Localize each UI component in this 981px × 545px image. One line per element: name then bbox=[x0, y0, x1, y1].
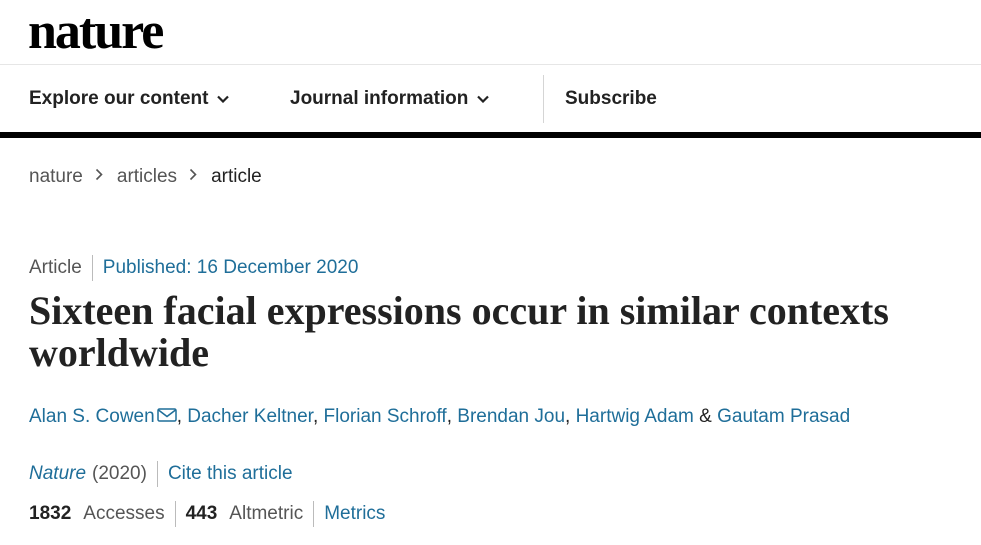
metrics-link[interactable]: Metrics bbox=[324, 503, 386, 524]
author-list: Alan S. Cowen, Dacher Keltner, Florian S… bbox=[29, 406, 850, 428]
citation-row: Nature (2020) Cite this article bbox=[29, 461, 293, 487]
author-separator: , bbox=[312, 406, 324, 427]
article-type: Article bbox=[29, 257, 82, 278]
altmetric-label: Altmetric bbox=[229, 503, 304, 524]
subscribe-link[interactable]: Subscribe bbox=[565, 88, 657, 109]
chevron-right-icon bbox=[189, 168, 197, 181]
accesses-count: 1832 bbox=[29, 503, 72, 524]
article-meta: Article Published: 16 December 2020 bbox=[29, 255, 358, 281]
chevron-down-icon bbox=[217, 95, 230, 103]
journal-name[interactable]: Nature bbox=[29, 463, 87, 484]
envelope-icon[interactable] bbox=[156, 407, 177, 429]
header-bar bbox=[0, 132, 981, 138]
nature-logo[interactable]: nature bbox=[28, 3, 164, 60]
published-date: Published: 16 December 2020 bbox=[102, 257, 359, 278]
breadcrumb: nature articles article bbox=[29, 166, 262, 188]
metrics-divider bbox=[174, 501, 176, 527]
cite-this-article-link[interactable]: Cite this article bbox=[167, 463, 293, 484]
citation-divider bbox=[156, 461, 158, 487]
accesses-label: Accesses bbox=[83, 503, 165, 524]
metrics-divider bbox=[313, 501, 315, 527]
author-link[interactable]: Dacher Keltner bbox=[187, 406, 313, 427]
altmetric-score: 443 bbox=[185, 503, 218, 524]
header-divider bbox=[0, 64, 981, 65]
chevron-down-icon bbox=[477, 95, 490, 103]
author-separator: , bbox=[565, 406, 576, 427]
meta-divider bbox=[91, 255, 93, 281]
journal-year: (2020) bbox=[92, 463, 147, 484]
nav-divider bbox=[543, 75, 544, 123]
breadcrumb-nature[interactable]: nature bbox=[29, 166, 83, 187]
breadcrumb-articles[interactable]: articles bbox=[116, 166, 178, 187]
journal-information-menu[interactable]: Journal information bbox=[290, 88, 490, 110]
author-link[interactable]: Brendan Jou bbox=[457, 406, 566, 427]
journal-information-label: Journal information bbox=[290, 88, 469, 109]
explore-content-menu[interactable]: Explore our content bbox=[29, 88, 230, 110]
breadcrumb-article: article bbox=[211, 166, 262, 187]
metrics-row: 1832 Accesses 443 Altmetric Metrics bbox=[29, 501, 385, 527]
chevron-right-icon bbox=[95, 168, 103, 181]
author-separator: , bbox=[446, 406, 458, 427]
author-link[interactable]: Florian Schroff bbox=[323, 406, 447, 427]
main-nav: Explore our content Journal information … bbox=[0, 65, 981, 133]
author-joiner: & bbox=[693, 406, 718, 427]
author-separator: , bbox=[176, 406, 188, 427]
article-title: Sixteen facial expressions occur in simi… bbox=[29, 288, 889, 375]
explore-content-label: Explore our content bbox=[29, 88, 209, 109]
author-link[interactable]: Gautam Prasad bbox=[717, 406, 851, 427]
author-link[interactable]: Hartwig Adam bbox=[575, 406, 694, 427]
author-link[interactable]: Alan S. Cowen bbox=[29, 406, 155, 427]
